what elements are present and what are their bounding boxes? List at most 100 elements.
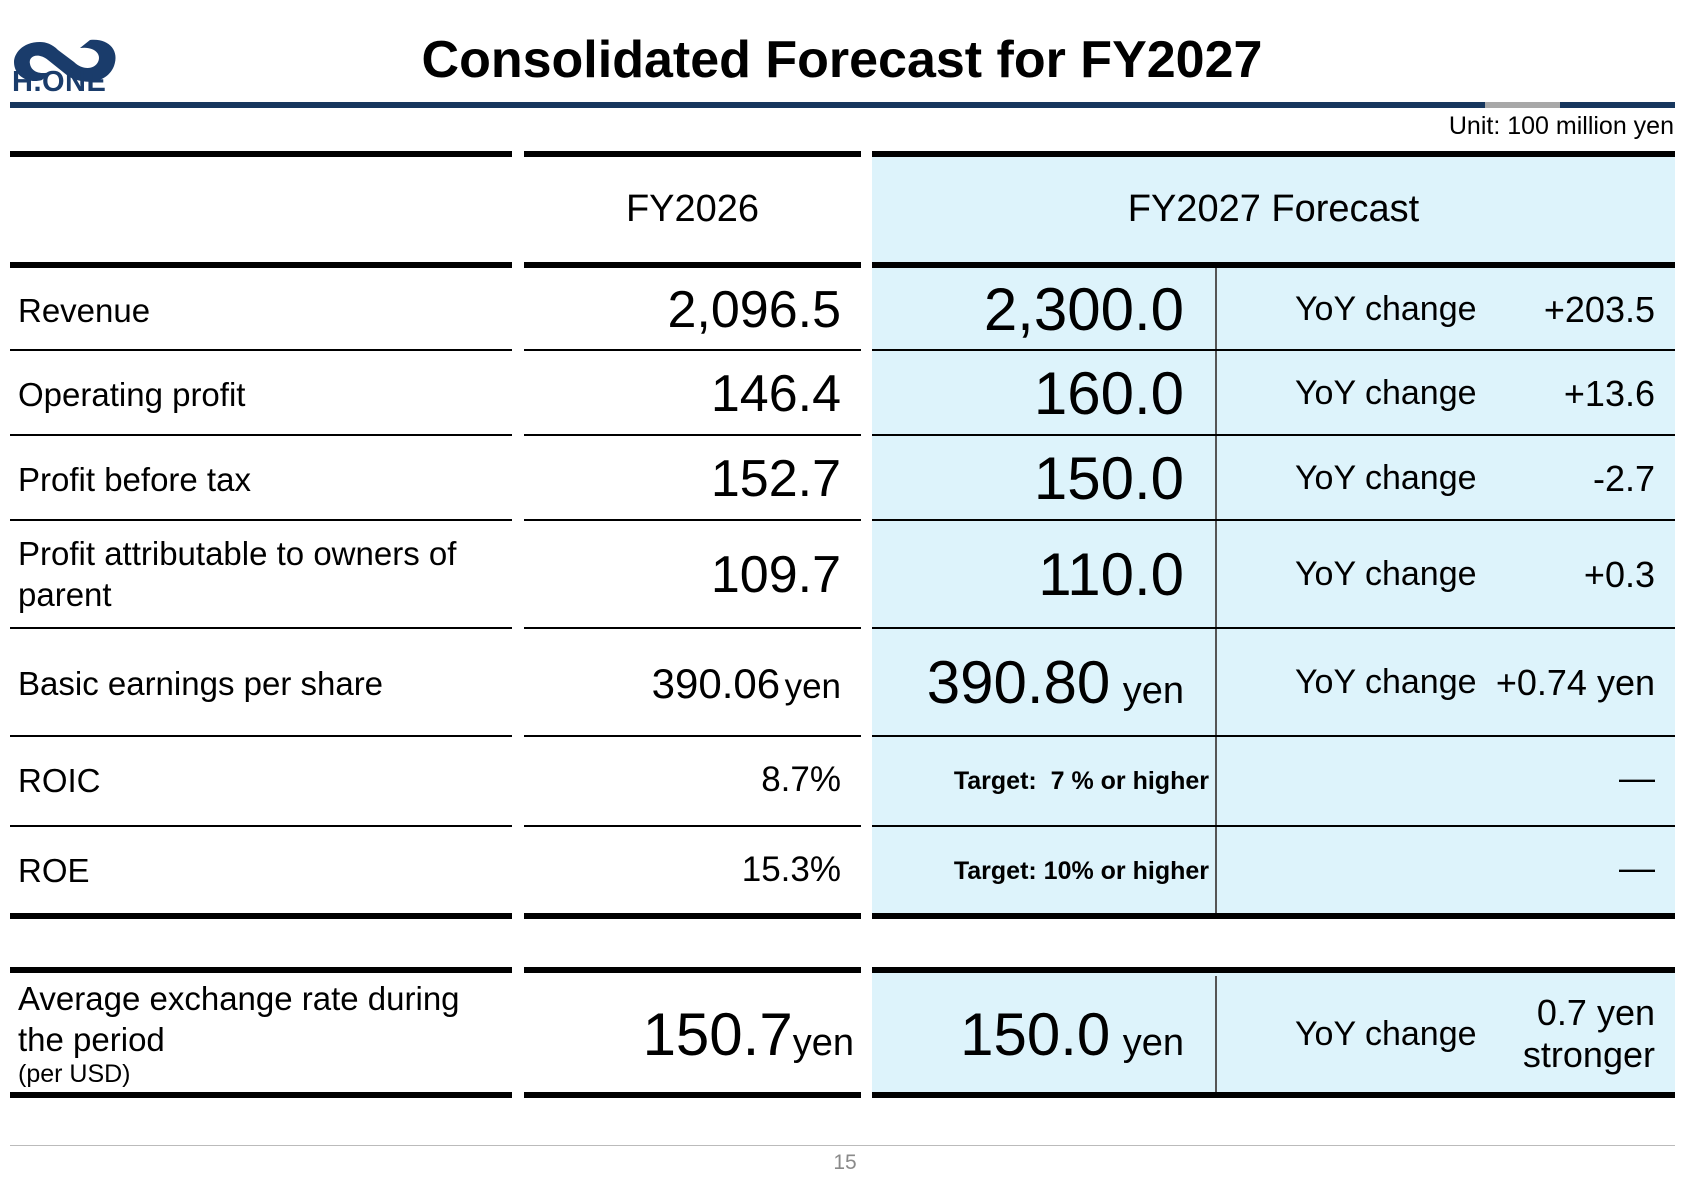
- unit: yen: [1122, 670, 1184, 712]
- rule: [524, 1092, 861, 1098]
- row-label-line: Profit attributable to owners of: [18, 535, 457, 572]
- fy2027-operating-profit: 160.0: [1033, 360, 1184, 427]
- rule: [10, 913, 512, 919]
- yoy-line: stronger: [1522, 1034, 1655, 1075]
- forecast-divider: [1215, 268, 1217, 917]
- rule: [524, 151, 861, 157]
- fy2026-roe: 15.3%: [741, 850, 841, 889]
- fy2027-eps: 390.80 yen: [872, 648, 1184, 717]
- yoy-roic: ―: [1619, 757, 1655, 798]
- rule: [524, 434, 861, 436]
- unit-note: Unit: 100 million yen: [1448, 112, 1674, 140]
- fy2026-eps: 390.06 yen: [524, 660, 841, 708]
- rule: [10, 434, 512, 436]
- value: 390.80: [926, 649, 1111, 716]
- rule: [10, 262, 512, 268]
- rule: [872, 967, 1675, 973]
- rule: [524, 627, 861, 629]
- value: 150.7: [642, 1001, 793, 1068]
- yoy-label: YoY change: [1295, 1015, 1477, 1053]
- yoy-revenue: +203.5: [1543, 289, 1655, 330]
- h-one-logo-icon: [14, 39, 116, 82]
- rule: [524, 262, 861, 268]
- rule: [872, 627, 1675, 629]
- yoy-operating-profit: +13.6: [1563, 373, 1655, 414]
- unit: yen: [792, 1022, 854, 1064]
- rule: [872, 735, 1675, 737]
- row-label-profit-before-tax: Profit before tax: [18, 461, 251, 498]
- row-label-revenue: Revenue: [18, 292, 151, 329]
- rule: [872, 519, 1675, 521]
- rule: [524, 967, 861, 973]
- fy2026-profit-attributable: 109.7: [710, 546, 841, 604]
- page-number: 15: [833, 1151, 857, 1174]
- row-label-line: the period: [18, 1021, 165, 1058]
- rule: [872, 349, 1675, 351]
- forecast-column-bg: [872, 154, 1675, 917]
- rule: [872, 825, 1675, 827]
- rule: [524, 825, 861, 827]
- yoy-label: YoY change: [1295, 290, 1477, 328]
- rule: [524, 349, 861, 351]
- rule: [10, 967, 512, 973]
- row-label-note: (per USD): [18, 1060, 131, 1088]
- forecast-fx-bg: [872, 972, 1675, 1096]
- logo-text: H.ONE: [12, 66, 107, 98]
- rule: [10, 735, 512, 737]
- row-label-exchange-rate: Average exchange rate during the period …: [18, 978, 460, 1088]
- rule: [524, 519, 861, 521]
- yoy-roe: ―: [1619, 847, 1655, 888]
- yoy-label: YoY change: [1295, 663, 1477, 701]
- yoy-exchange-rate: 0.7 yen stronger: [1440, 992, 1655, 1076]
- row-label-line: Average exchange rate during: [18, 980, 460, 1017]
- yoy-profit-before-tax: -2.7: [1592, 458, 1655, 499]
- column-header-fy2026: FY2026: [625, 188, 760, 230]
- rule: [872, 1092, 1675, 1098]
- forecast-divider: [1215, 976, 1217, 1092]
- row-label-eps: Basic earnings per share: [18, 665, 384, 702]
- rule: [872, 151, 1675, 157]
- rule: [10, 349, 512, 351]
- yoy-label: YoY change: [1295, 459, 1477, 497]
- row-label-profit-attributable: Profit attributable to owners of parent: [18, 533, 456, 615]
- title-underline: [10, 102, 1675, 108]
- rule: [872, 913, 1675, 919]
- value: 390.06: [651, 660, 781, 707]
- row-label-operating-profit: Operating profit: [18, 376, 246, 413]
- yoy-label: YoY change: [1295, 374, 1477, 412]
- yoy-profit-attributable: +0.3: [1583, 554, 1655, 595]
- fy2027-exchange-rate: 150.0 yen: [872, 1000, 1184, 1069]
- page-title: Consolidated Forecast for FY2027: [421, 31, 1263, 89]
- unit: yen: [784, 667, 841, 706]
- rule: [10, 151, 512, 157]
- fy2026-profit-before-tax: 152.7: [710, 450, 841, 508]
- rule: [10, 627, 512, 629]
- value: 150.0: [960, 1001, 1111, 1068]
- footer-rule: [10, 1145, 1675, 1146]
- fy2026-exchange-rate: 150.7yen: [524, 1000, 854, 1069]
- unit: yen: [1122, 1022, 1184, 1064]
- fy2027-profit-before-tax: 150.0: [1033, 445, 1184, 512]
- rule: [872, 262, 1675, 268]
- rule: [872, 434, 1675, 436]
- fy2027-roic-target: Target: 7 % or higher: [953, 767, 1209, 795]
- fy2026-roic: 8.7%: [761, 760, 841, 799]
- fy2026-operating-profit: 146.4: [710, 365, 841, 423]
- rule: [524, 913, 861, 919]
- fy2027-revenue: 2,300.0: [983, 276, 1184, 343]
- yoy-label: YoY change: [1295, 555, 1477, 593]
- fy2027-roe-target: Target: 10% or higher: [953, 857, 1209, 885]
- rule: [10, 1092, 512, 1098]
- row-label-roic: ROIC: [18, 762, 101, 799]
- column-header-fy2027-forecast: FY2027 Forecast: [1127, 188, 1420, 230]
- rule: [10, 825, 512, 827]
- rule: [10, 519, 512, 521]
- row-label-roe: ROE: [18, 852, 90, 889]
- fy2027-profit-attributable: 110.0: [1038, 541, 1184, 608]
- rule: [524, 735, 861, 737]
- yoy-line: 0.7 yen: [1536, 992, 1655, 1033]
- fy2026-revenue: 2,096.5: [667, 281, 842, 339]
- title-underline-accent: [1485, 102, 1560, 108]
- yoy-eps: +0.74 yen: [1495, 662, 1655, 703]
- row-label-line: parent: [18, 576, 112, 613]
